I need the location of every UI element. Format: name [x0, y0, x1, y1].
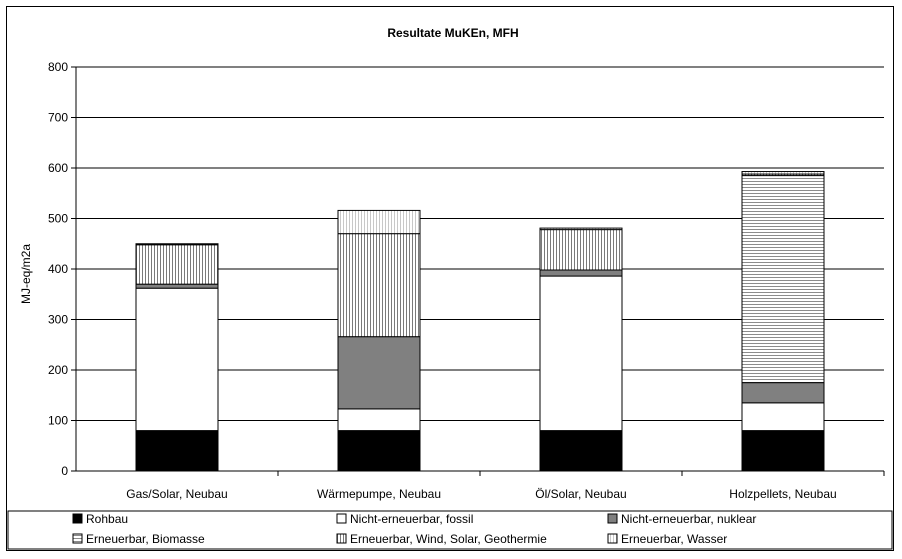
bar-segment — [741, 171, 825, 175]
y-tick-label: 200 — [48, 363, 68, 377]
bar-segment — [539, 275, 623, 432]
legend-swatch — [72, 533, 83, 544]
bar-segment — [741, 430, 825, 472]
bar-segment — [337, 209, 421, 235]
bar-segment — [741, 402, 825, 432]
y-tick-label: 700 — [48, 111, 68, 125]
x-tick-label: Holzpellets, Neubau — [729, 487, 836, 501]
bar-segment — [539, 227, 623, 231]
legend-label: Nicht-erneuerbar, fossil — [350, 512, 473, 526]
y-tick-label: 600 — [48, 161, 68, 175]
x-tick-label: Wärmepumpe, Neubau — [317, 487, 441, 501]
bar-segment — [337, 430, 421, 472]
bar-segment — [741, 175, 825, 384]
legend-swatch — [72, 513, 83, 524]
stacked-bar-chart: Resultate MuKEn, MFH MJ-eq/m2a 0 100 200 30… — [7, 26, 893, 550]
bar-segment — [539, 430, 623, 472]
legend-label: Erneuerbar, Wind, Solar, Geothermie — [350, 532, 547, 546]
x-tick-label: Öl/Solar, Neubau — [535, 487, 626, 501]
legend-label: Erneuerbar, Biomasse — [86, 532, 205, 546]
y-tick-label: 500 — [48, 212, 68, 226]
legend-swatch — [607, 513, 618, 524]
y-tick-label: 400 — [48, 262, 68, 276]
bar-segment — [539, 229, 623, 271]
bar-segment — [741, 382, 825, 404]
y-tick-label: 300 — [48, 313, 68, 327]
bar-segment — [135, 243, 219, 246]
legend-label: Rohbau — [86, 512, 128, 526]
legend: Rohbau Nicht-erneuerbar, fossil Nicht-erne… — [7, 510, 893, 550]
legend-swatch — [607, 533, 618, 544]
y-tick-label: 0 — [61, 464, 68, 478]
bar-segment — [337, 408, 421, 432]
bar-segment — [539, 269, 623, 277]
axes: 0 100 200 300 400 500 600 700 800 Gas/Solar, Neub… — [48, 60, 885, 501]
bar-segment — [135, 430, 219, 472]
y-axis-label: MJ-eq/m2a — [19, 244, 33, 304]
bar-segment — [135, 287, 219, 432]
legend-swatch — [336, 513, 347, 524]
bar-segment — [337, 336, 421, 410]
x-tick-label: Gas/Solar, Neubau — [126, 487, 227, 501]
bars — [135, 171, 825, 472]
bar-segment — [135, 283, 219, 289]
bar-segment — [135, 244, 219, 285]
bar-segment — [337, 233, 421, 338]
legend-box — [7, 510, 893, 550]
chart-title: Resultate MuKEn, MFH — [387, 26, 518, 40]
legend-label: Erneuerbar, Wasser — [621, 532, 727, 546]
chart-frame: Resultate MuKEn, MFH MJ-eq/m2a 0 100 200 30… — [6, 6, 894, 551]
legend-label: Nicht-erneuerbar, nuklear — [621, 512, 756, 526]
y-tick-label: 100 — [48, 414, 68, 428]
y-tick-label: 800 — [48, 60, 68, 74]
legend-swatch — [336, 533, 347, 544]
